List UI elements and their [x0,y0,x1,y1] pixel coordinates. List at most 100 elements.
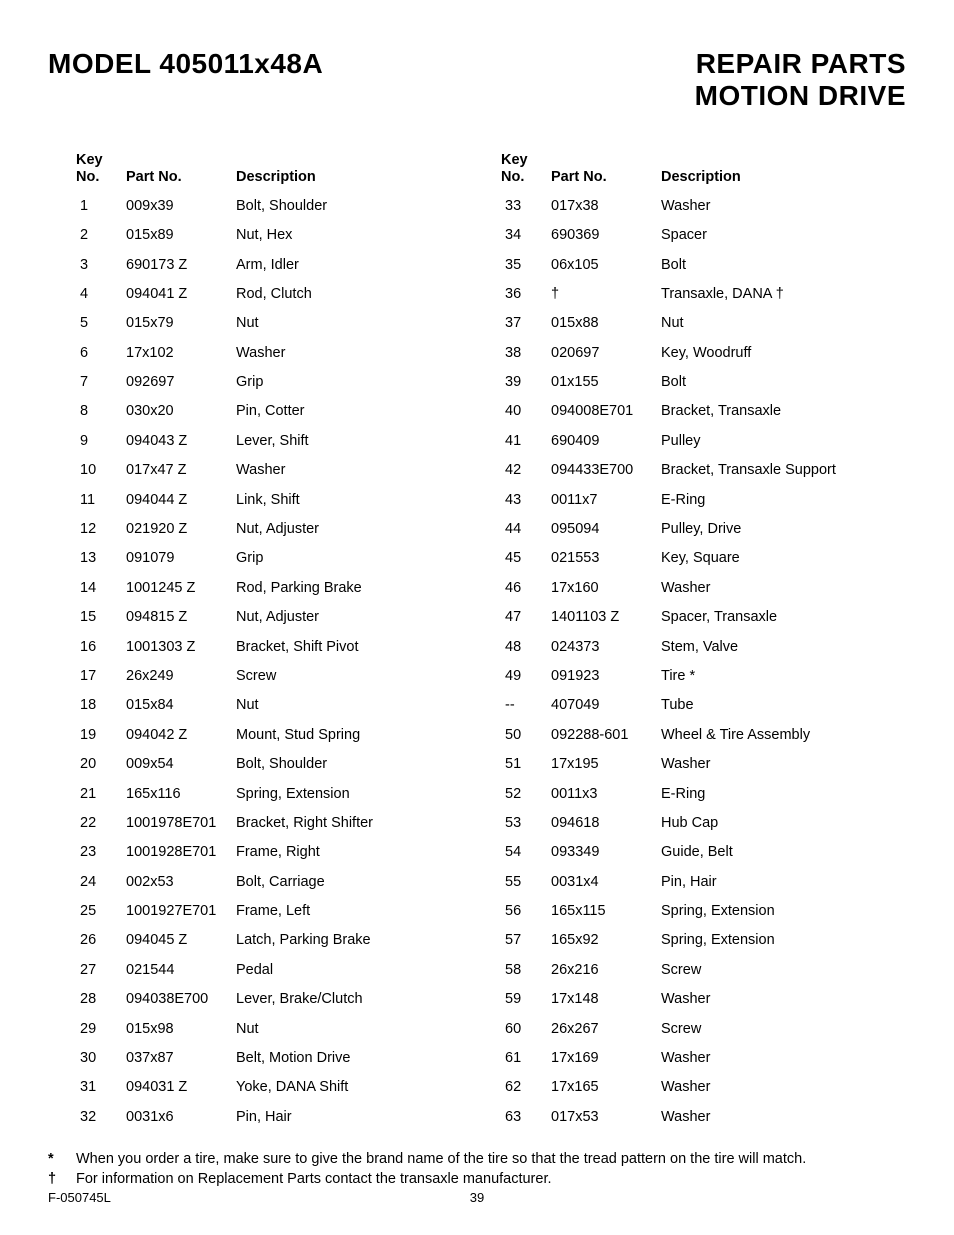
table-row: 231001928E701Frame, Right [76,838,481,867]
table-row: 28094038E700Lever, Brake/Clutch [76,985,481,1014]
cell-part-no: 093349 [551,838,661,867]
cell-key-no: 63 [501,1103,551,1132]
table-row: 53094618Hub Cap [501,809,906,838]
cell-description: Washer [661,192,906,221]
cell-description: Bolt [661,251,906,280]
cell-description: Spacer, Transaxle [661,603,906,632]
cell-key-no: 50 [501,721,551,750]
cell-description: Yoke, DANA Shift [236,1073,481,1102]
cell-part-no: 26x267 [551,1015,661,1044]
cell-part-no: 015x84 [126,691,236,720]
cell-part-no: 030x20 [126,397,236,426]
table-row: 57165x92Spring, Extension [501,926,906,955]
cell-description: Nut [236,691,481,720]
section-title-line-2: MOTION DRIVE [695,80,906,112]
col-header-key: Key No. [501,152,551,191]
cell-part-no: 17x165 [551,1073,661,1102]
table-row: 37015x88Nut [501,309,906,338]
cell-description: Rod, Clutch [236,280,481,309]
cell-part-no: 095094 [551,515,661,544]
col-header-desc: Description [236,152,481,191]
cell-part-no: 094042 Z [126,721,236,750]
cell-part-no: 092288-601 [551,721,661,750]
cell-key-no: 21 [76,780,126,809]
cell-key-no: 30 [76,1044,126,1073]
cell-description: Spacer [661,221,906,250]
cell-description: Bolt, Shoulder [236,750,481,779]
table-row: 3901x155Bolt [501,368,906,397]
cell-key-no: 16 [76,633,126,662]
table-row: 161001303 ZBracket, Shift Pivot [76,633,481,662]
cell-description: Nut, Hex [236,221,481,250]
cell-description: Nut [236,309,481,338]
cell-description: Hub Cap [661,809,906,838]
table-row: 4617x160Washer [501,574,906,603]
cell-key-no: 48 [501,633,551,662]
cell-description: Bracket, Transaxle [661,397,906,426]
cell-part-no: 094031 Z [126,1073,236,1102]
page: MODEL 405011x48A REPAIR PARTS MOTION DRI… [0,0,954,1235]
cell-part-no: 015x79 [126,309,236,338]
cell-key-no: 34 [501,221,551,250]
cell-key-no: 8 [76,397,126,426]
cell-description: Pedal [236,956,481,985]
cell-description: Screw [236,662,481,691]
cell-part-no: 017x47 Z [126,456,236,485]
table-row: 30037x87Belt, Motion Drive [76,1044,481,1073]
cell-key-no: 5 [76,309,126,338]
cell-description: Frame, Right [236,838,481,867]
table-row: 6117x169Washer [501,1044,906,1073]
cell-key-no: 59 [501,985,551,1014]
cell-key-no: 24 [76,868,126,897]
cell-description: Rod, Parking Brake [236,574,481,603]
section-title: REPAIR PARTS MOTION DRIVE [695,48,906,112]
table-row: 21165x116Spring, Extension [76,780,481,809]
table-row: 40094008E701Bracket, Transaxle [501,397,906,426]
table-row: 6217x165Washer [501,1073,906,1102]
cell-part-no: 094044 Z [126,486,236,515]
cell-description: Lever, Shift [236,427,481,456]
cell-part-no: 17x195 [551,750,661,779]
table-row: 5117x195Washer [501,750,906,779]
cell-part-no: 094008E701 [551,397,661,426]
cell-part-no: 094043 Z [126,427,236,456]
cell-part-no: 037x87 [126,1044,236,1073]
cell-part-no: 0011x7 [551,486,661,515]
cell-description: Tire * [661,662,906,691]
cell-description: Screw [661,1015,906,1044]
cell-key-no: 3 [76,251,126,280]
cell-key-no: 27 [76,956,126,985]
table-row: 1009x39Bolt, Shoulder [76,192,481,221]
cell-key-no: 36 [501,280,551,309]
table-row: 27021544Pedal [76,956,481,985]
cell-part-no: 091079 [126,544,236,573]
cell-key-no: 29 [76,1015,126,1044]
cell-description: Washer [236,339,481,368]
col-header-desc: Description [661,152,906,191]
table-row: 251001927E701Frame, Left [76,897,481,926]
table-row: 520011x3E-Ring [501,780,906,809]
table-row: 54093349Guide, Belt [501,838,906,867]
cell-key-no: 55 [501,868,551,897]
table-row: 34690369Spacer [501,221,906,250]
table-row: 38020697Key, Woodruff [501,339,906,368]
table-row: 49091923Tire * [501,662,906,691]
cell-description: Nut [236,1015,481,1044]
cell-description: Transaxle, DANA † [661,280,906,309]
cell-description: Lever, Brake/Clutch [236,985,481,1014]
table-row: 141001245 ZRod, Parking Brake [76,574,481,603]
cell-description: Pin, Cotter [236,397,481,426]
table-row: 41690409Pulley [501,427,906,456]
cell-key-no: 28 [76,985,126,1014]
cell-part-no: 165x92 [551,926,661,955]
cell-part-no: 021544 [126,956,236,985]
cell-key-no: 17 [76,662,126,691]
cell-part-no: 690173 Z [126,251,236,280]
section-title-line-1: REPAIR PARTS [695,48,906,80]
cell-description: Nut, Adjuster [236,515,481,544]
cell-description: Bracket, Right Shifter [236,809,481,838]
cell-part-no: 094433E700 [551,456,661,485]
cell-key-no: 22 [76,809,126,838]
parts-table-left: Key No. Part No. Description 1009x39Bolt… [76,152,481,1132]
table-row: 6026x267Screw [501,1015,906,1044]
